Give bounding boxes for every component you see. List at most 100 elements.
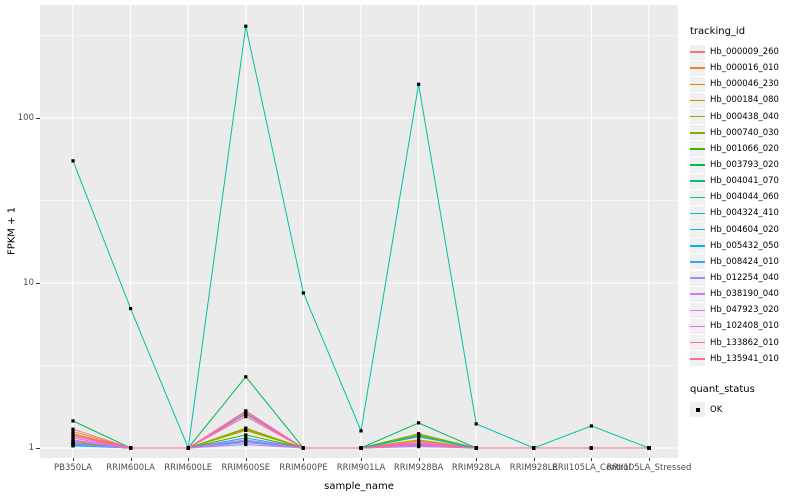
legend-entry-label: Hb_000046_230 (710, 79, 779, 90)
x-tick-label: RRIM928LE (509, 463, 558, 473)
line-swatch-icon (690, 341, 705, 344)
y-tick-mark (36, 117, 40, 119)
data-point (71, 419, 75, 423)
legend-entry-label: Hb_000438_040 (710, 111, 779, 122)
legend-entry-Hb_000009_260: Hb_000009_260 (690, 44, 800, 60)
legend-entry-label: Hb_038190_040 (710, 289, 779, 300)
data-point (129, 446, 133, 450)
legend-entry-Hb_004041_070: Hb_004041_070 (690, 173, 800, 189)
legend-entry-label: Hb_000009_260 (710, 47, 779, 58)
legend-entry-label: Hb_004041_070 (710, 176, 779, 187)
legend-key (690, 157, 705, 173)
x-tick-label: RRII105LA_Control (552, 463, 631, 473)
x-axis-title: sample_name (324, 481, 394, 492)
legend-entry-label: Hb_135941_010 (710, 353, 779, 364)
legend-entry-label: Hb_004324_410 (710, 208, 779, 219)
y-tick-mark (36, 447, 40, 449)
data-point (71, 436, 75, 440)
line-swatch-icon (690, 99, 705, 102)
data-point (129, 306, 133, 311)
legend-entry-Hb_008424_010: Hb_008424_010 (690, 254, 800, 270)
line-swatch-icon (690, 131, 705, 134)
x-tick-label: RRIM600SE (221, 463, 271, 473)
x-tick-mark (476, 458, 478, 461)
legend-key (690, 270, 705, 286)
legend-key (690, 92, 705, 108)
legend-entry-label: OK (710, 404, 723, 415)
data-point (244, 442, 248, 447)
data-point (417, 421, 421, 425)
legend-entry-label: Hb_133862_010 (710, 337, 779, 348)
data-point (244, 410, 248, 414)
legend-key (690, 286, 705, 302)
legend-entry-Hb_000184_080: Hb_000184_080 (690, 92, 800, 108)
legend-key (690, 351, 705, 367)
data-point (301, 291, 305, 295)
data-point (244, 436, 248, 440)
x-tick-mark (245, 458, 247, 461)
line-swatch-icon (690, 51, 705, 53)
x-tick-mark (303, 458, 305, 461)
data-point (71, 434, 75, 438)
line-swatch-icon (690, 309, 705, 312)
legend-entry-Hb_003793_020: Hb_003793_020 (690, 157, 800, 173)
legend-entry-Hb_004044_060: Hb_004044_060 (690, 189, 800, 205)
line-swatch-icon (690, 164, 705, 166)
legend-key (690, 335, 705, 351)
data-point (532, 446, 536, 450)
data-point (359, 429, 363, 433)
data-point (244, 414, 248, 419)
line-swatch-icon (690, 293, 705, 295)
data-point (244, 428, 248, 432)
line-swatch-icon (690, 148, 705, 150)
legend-entry-Hb_000740_030: Hb_000740_030 (690, 125, 800, 141)
line-swatch-icon (690, 67, 705, 69)
x-tick-label: RRIM901LA (336, 463, 386, 473)
data-point (244, 433, 248, 437)
legend-key (690, 60, 705, 76)
data-point (417, 432, 421, 436)
data-point (359, 446, 363, 450)
legend: tracking_id Hb_000009_260 Hb_000016_010 Hb… (690, 26, 800, 418)
legend-entry-Hb_012254_040: Hb_012254_040 (690, 270, 800, 286)
legend-entry-label: Hb_102408_010 (710, 321, 779, 332)
legend-entries: Hb_000009_260 Hb_000016_010 Hb_000046_230 H… (690, 44, 800, 367)
data-point (647, 446, 651, 450)
legend-entry-label: Hb_005432_050 (710, 240, 779, 251)
data-point (244, 438, 248, 442)
legend-entry-Hb_001066_020: Hb_001066_020 (690, 141, 800, 157)
data-point (71, 442, 75, 447)
square-marker-icon (695, 407, 700, 412)
data-point (71, 159, 75, 163)
y-tick-mark (36, 282, 40, 284)
data-point (474, 422, 478, 426)
chart-canvas (40, 5, 678, 458)
legend-key (690, 141, 705, 157)
legend-entry-quant-ok: OK (690, 402, 800, 418)
y-tick-label: 1 (28, 443, 34, 453)
line-swatch-icon (690, 83, 705, 86)
x-tick-label: RRIM600LE (164, 463, 213, 473)
legend-entry-Hb_038190_040: Hb_038190_040 (690, 286, 800, 302)
line-swatch-icon (690, 244, 705, 247)
legend-entry-label: Hb_004044_060 (710, 192, 779, 203)
legend-entry-Hb_000016_010: Hb_000016_010 (690, 60, 800, 76)
x-tick-mark (130, 458, 132, 461)
legend-entry-Hb_004604_020: Hb_004604_020 (690, 222, 800, 238)
x-tick-label: RRIM928LA (451, 463, 501, 473)
data-point (589, 446, 593, 450)
line-swatch-icon (690, 277, 705, 279)
x-tick-mark (361, 458, 362, 461)
data-point (244, 412, 248, 416)
x-tick-mark (418, 458, 420, 461)
legend-key (690, 302, 705, 318)
x-tick-label: RRIM600LA (106, 463, 155, 473)
data-point (71, 438, 75, 442)
legend-entry-label: Hb_000184_080 (710, 95, 779, 106)
legend-key (690, 222, 705, 238)
legend-entry-label: Hb_004604_020 (710, 224, 779, 235)
legend-title-quant-status: quant_status (690, 383, 755, 395)
x-tick-mark (188, 458, 190, 461)
legend-key (690, 318, 705, 334)
